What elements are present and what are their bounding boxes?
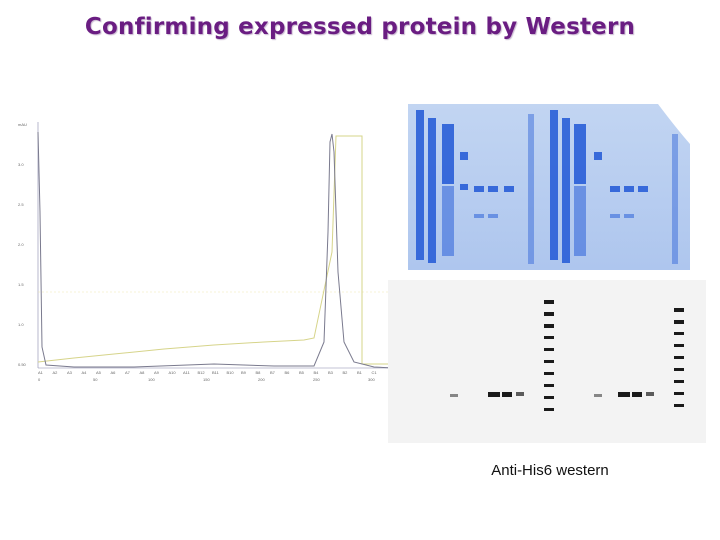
fraction-label: A9 — [154, 370, 160, 375]
fraction-label: A8 — [140, 370, 146, 375]
slide-title: Confirming expressed protein by Western — [84, 14, 636, 40]
x-tick-label: 0 — [38, 377, 41, 382]
fraction-label: B1 — [357, 370, 363, 375]
coomassie-gel-image — [408, 104, 690, 270]
fraction-label: B12 — [198, 370, 206, 375]
fraction-label: B9 — [241, 370, 247, 375]
fraction-label: B7 — [270, 370, 276, 375]
uv-absorbance-trace — [37, 131, 395, 369]
x-tick-label: 50 — [93, 377, 98, 382]
y-tick-label: 1.5 — [18, 282, 24, 287]
fraction-label: B10 — [227, 370, 235, 375]
fraction-label: B5 — [299, 370, 305, 375]
fraction-label: A10 — [169, 370, 177, 375]
x-tick-label: 250 — [313, 377, 320, 382]
fraction-label: A6 — [111, 370, 117, 375]
y-tick-label: 2.0 — [18, 242, 24, 247]
fraction-label: A3 — [67, 370, 73, 375]
figure-caption: Anti-His6 western — [491, 462, 609, 479]
western-blot-image — [388, 280, 706, 443]
fraction-label: A4 — [82, 370, 88, 375]
y-tick-label: 3.0 — [18, 162, 24, 167]
conductivity-trace — [37, 135, 394, 365]
fraction-label: A2 — [53, 370, 59, 375]
x-tick-label: 200 — [258, 377, 265, 382]
fraction-label: B4 — [314, 370, 320, 375]
x-tick-label: 300 — [368, 377, 375, 382]
x-tick-label: 100 — [148, 377, 155, 382]
fraction-label: A5 — [96, 370, 102, 375]
fraction-label: B6 — [285, 370, 291, 375]
fraction-label: B2 — [343, 370, 349, 375]
y-tick-label: 1.0 — [18, 322, 24, 327]
fraction-label: A1 — [38, 370, 44, 375]
y-tick-label: 2.5 — [18, 202, 24, 207]
y-tick-label: mAU — [18, 122, 27, 127]
fraction-label: B11 — [212, 370, 220, 375]
fraction-label: B8 — [256, 370, 262, 375]
y-tick-label: 0.50 — [18, 362, 27, 367]
fraction-label: C1 — [372, 370, 378, 375]
chromatogram-chart: mAU 3.0 2.5 2.0 1.5 1.0 0.50 A1 A2 A3 A4 A5 A6 A7 A8 A… — [18, 122, 395, 382]
fraction-label: B3 — [328, 370, 334, 375]
fraction-label: A11 — [183, 370, 191, 375]
fraction-label: A7 — [125, 370, 131, 375]
x-tick-label: 150 — [203, 377, 210, 382]
